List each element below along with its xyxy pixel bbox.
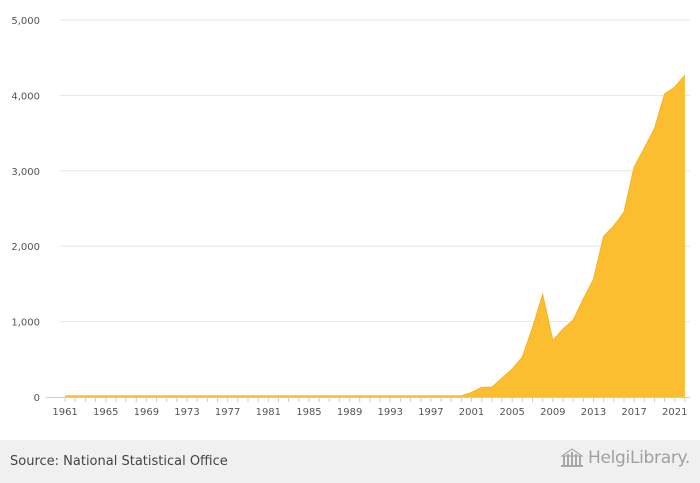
brand-logo[interactable]: HelgiLibrary. — [560, 448, 690, 468]
y-tick-label: 2,000 — [11, 242, 40, 253]
y-tick-label: 4,000 — [11, 91, 40, 102]
x-axis: 1961 1965 1969 1973 1977 1981 1985 1989 1993 1997… — [46, 397, 690, 418]
x-tick-label: 1981 — [256, 407, 281, 418]
x-tick-label: 1997 — [418, 407, 443, 418]
x-tick-label: 2017 — [621, 407, 646, 418]
area-series — [65, 74, 686, 398]
y-axis: 0 1,000 2,000 3,000 4,000 5,000 — [11, 16, 40, 404]
x-tick-label: 1985 — [296, 407, 321, 418]
source-note: Source: National Statistical Office — [10, 454, 228, 469]
area-fill — [65, 75, 685, 398]
x-tick-label: 2013 — [581, 407, 606, 418]
area-chart: 1961 1965 1969 1973 1977 1981 1985 1989 1993 1997… — [11, 16, 690, 418]
x-tick-label: 2005 — [499, 407, 524, 418]
x-tick-label: 1961 — [52, 407, 77, 418]
x-tick-label: 1989 — [337, 407, 362, 418]
chart-footer: Source: National Statistical Office Helg… — [0, 440, 700, 483]
y-tick-label: 3,000 — [11, 167, 40, 178]
x-tick-label: 1977 — [215, 407, 240, 418]
y-tick-label: 5,000 — [11, 16, 40, 27]
x-tick-label: 1969 — [134, 407, 159, 418]
x-tick-label: 2009 — [540, 407, 565, 418]
x-tick-label: 2001 — [459, 407, 484, 418]
brand-name: HelgiLibrary. — [587, 448, 690, 468]
x-tick-label: 1965 — [93, 407, 118, 418]
y-tick-label: 0 — [34, 393, 40, 404]
x-tick-label: 1973 — [174, 407, 199, 418]
library-building-icon — [560, 448, 584, 468]
area-outline — [65, 74, 686, 397]
x-tick-label: 2021 — [662, 407, 687, 418]
y-tick-label: 1,000 — [11, 318, 40, 329]
x-tick-label: 1993 — [378, 407, 403, 418]
